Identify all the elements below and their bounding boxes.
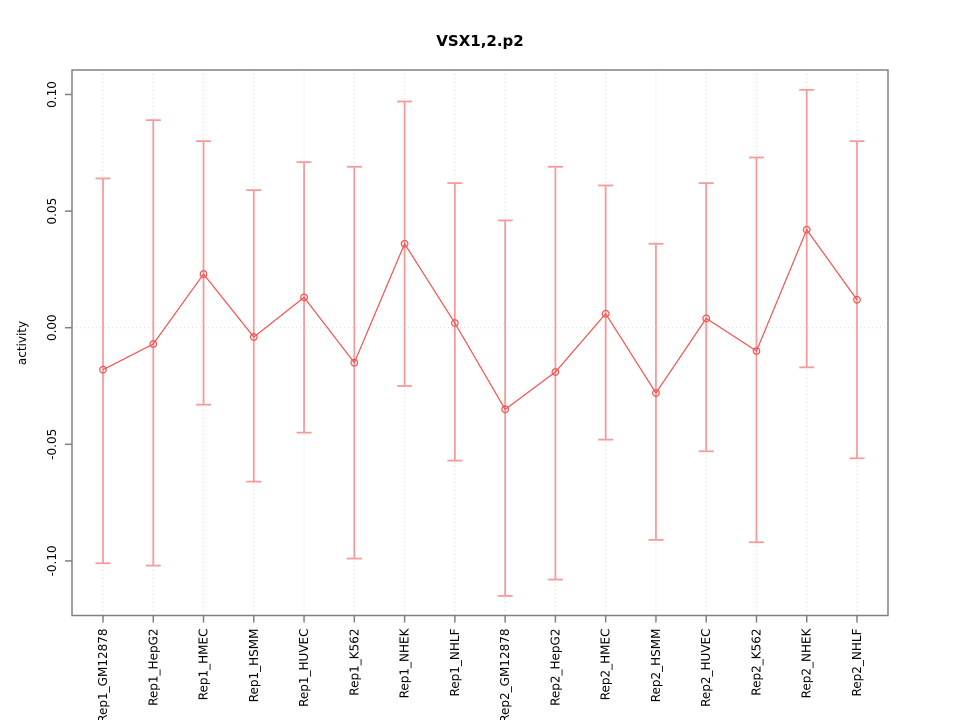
x-tick-label: Rep1_HUVEC — [297, 629, 311, 707]
data-point — [752, 347, 761, 355]
x-tick-label: Rep1_NHLF — [448, 628, 462, 696]
x-tick-label: Rep2_HUVEC — [699, 629, 713, 707]
data-point — [199, 270, 208, 278]
chart-title: VSX1,2.p2 — [436, 32, 523, 50]
x-tick-label: Rep2_GM12878 — [498, 629, 512, 720]
y-tick-label: -0.10 — [45, 545, 59, 576]
x-tick-label: Rep2_HepG2 — [548, 629, 562, 706]
x-tick-label: Rep1_HSMM — [247, 629, 261, 703]
x-tick-label: Rep2_K562 — [749, 629, 763, 696]
data-point — [99, 365, 107, 374]
y-tick-label: 0.05 — [45, 198, 59, 225]
y-tick-label: 0.10 — [45, 81, 59, 108]
x-tick-label: Rep2_HMEC — [599, 629, 613, 701]
data-point — [501, 405, 510, 414]
data-point — [702, 314, 711, 323]
data-point — [601, 309, 610, 318]
x-tick-label: Rep1_NHEK — [398, 627, 412, 698]
x-tick-label: Rep1_HepG2 — [146, 629, 160, 706]
x-tick-label: Rep2_NHEK — [800, 627, 814, 698]
y-tick-label: 0.00 — [45, 314, 59, 341]
data-point — [802, 225, 811, 234]
plot-frame — [71, 69, 889, 617]
x-tick-label: Rep1_HMEC — [197, 629, 211, 701]
data-point — [551, 368, 560, 376]
x-tick-label: Rep1_GM12878 — [96, 629, 110, 720]
x-tick-label: Rep2_NHLF — [850, 628, 864, 696]
data-point — [450, 319, 459, 327]
data-line — [102, 228, 858, 411]
data-point — [400, 239, 409, 248]
y-tick-label: -0.05 — [45, 429, 59, 460]
data-point — [350, 358, 359, 367]
data-point — [300, 293, 308, 302]
data-point — [652, 389, 660, 397]
y-axis-title: activity — [15, 321, 29, 365]
x-tick-label: Rep2_HSMM — [649, 629, 663, 703]
data-point — [249, 333, 258, 341]
x-tick-label: Rep1_K562 — [347, 629, 361, 696]
data-point — [853, 295, 861, 304]
data-point — [149, 340, 158, 348]
